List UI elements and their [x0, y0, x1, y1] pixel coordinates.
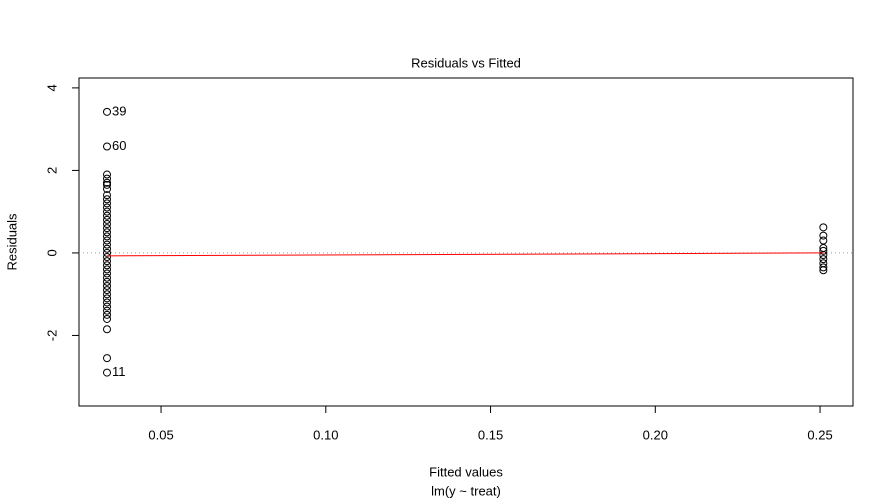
point	[103, 354, 112, 363]
point	[103, 286, 112, 295]
x-tick-label: 0.20	[643, 427, 668, 442]
x-axis-label: Fitted values	[429, 464, 503, 479]
point	[103, 170, 112, 179]
point	[103, 294, 112, 303]
point	[103, 310, 112, 319]
point-label: 11	[112, 364, 126, 379]
point	[819, 259, 828, 268]
point	[103, 199, 112, 208]
point	[819, 223, 828, 232]
point	[819, 246, 828, 255]
point	[103, 244, 112, 253]
point	[103, 257, 112, 266]
x-tick-label: 0.25	[807, 427, 832, 442]
point	[819, 231, 828, 240]
point	[103, 273, 112, 282]
point	[103, 253, 112, 262]
point	[103, 290, 112, 299]
x-tick-label: 0.05	[148, 427, 173, 442]
point	[103, 107, 112, 116]
point	[103, 195, 112, 204]
point	[103, 174, 112, 183]
point	[103, 224, 112, 233]
smooth-line	[107, 252, 824, 257]
point	[103, 368, 112, 377]
point	[819, 255, 828, 264]
point	[103, 325, 112, 334]
point-label: 60	[112, 138, 126, 153]
point	[103, 277, 112, 286]
point	[103, 240, 112, 249]
point	[103, 178, 112, 187]
point	[103, 215, 112, 224]
point	[103, 211, 112, 220]
point	[103, 265, 112, 274]
point-label: 39	[112, 103, 126, 118]
y-tick-label: 4	[44, 84, 59, 91]
y-tick-label: 2	[44, 167, 59, 174]
point	[103, 180, 112, 189]
point	[103, 314, 112, 323]
point	[103, 207, 112, 216]
plot-frame	[78, 77, 854, 407]
point	[103, 261, 112, 270]
chart-title: Residuals vs Fitted	[411, 55, 521, 70]
point	[103, 269, 112, 278]
x-tick-label: 0.10	[313, 427, 338, 442]
point	[103, 184, 112, 193]
subtitle: lm(y ~ treat)	[431, 483, 501, 498]
point	[103, 220, 112, 229]
point	[103, 306, 112, 315]
point	[103, 191, 112, 200]
point	[103, 228, 112, 237]
point	[103, 281, 112, 290]
y-tick-label: 0	[44, 249, 59, 256]
point	[819, 266, 828, 275]
y-axis-label: Residuals	[4, 213, 19, 271]
point	[103, 298, 112, 307]
point	[103, 203, 112, 212]
point	[819, 250, 828, 259]
point	[819, 263, 828, 272]
point	[103, 302, 112, 311]
point	[103, 236, 112, 245]
point	[819, 236, 828, 245]
point	[103, 248, 112, 257]
point	[103, 232, 112, 241]
x-tick-label: 0.15	[478, 427, 503, 442]
point	[103, 142, 112, 151]
y-tick-label: -2	[44, 330, 59, 342]
